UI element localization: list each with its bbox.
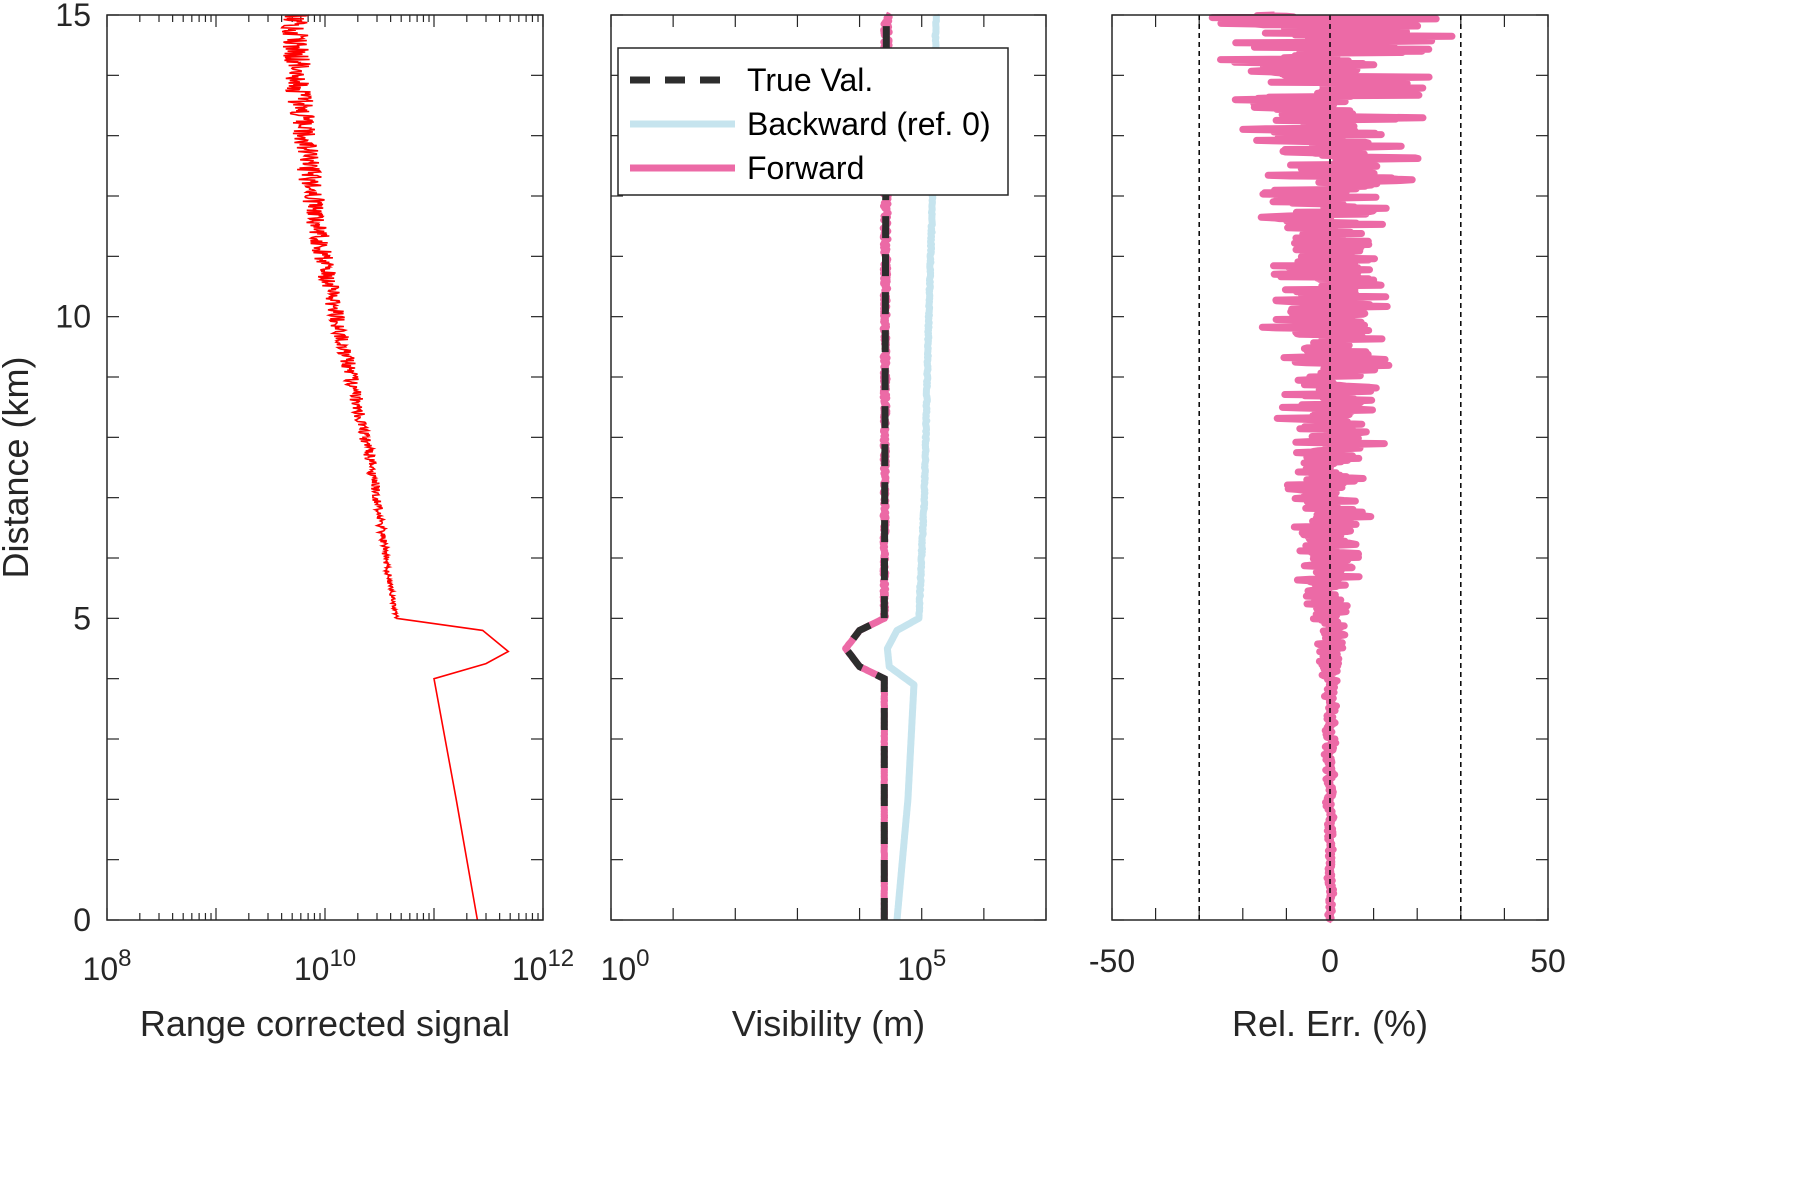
legend-label-true-val: True Val. bbox=[747, 62, 873, 98]
panel-range-corrected-signal: 108 1010 1012 0 5 10 15 Distance (km) Range corr… bbox=[0, 0, 574, 1044]
axes-frame bbox=[610, 14, 1047, 921]
panel-visibility: True Val. Backward (ref. 0) Forward 100 105 V… bbox=[601, 11, 1047, 1044]
x-tick-label: 1012 bbox=[512, 945, 574, 987]
x-tick-label: -50 bbox=[1089, 943, 1135, 979]
plot-area bbox=[107, 15, 543, 920]
y-tick-label: 15 bbox=[55, 0, 91, 33]
y-tick-label: 10 bbox=[55, 299, 91, 335]
x-tick-label: 1010 bbox=[294, 945, 356, 987]
x-axis-label: Range corrected signal bbox=[140, 1003, 510, 1044]
panel-relative-error: -50 0 50 Rel. Err. (%) bbox=[1089, 11, 1566, 1044]
y-axis-label: Distance (km) bbox=[0, 356, 36, 578]
x-tick-label: 50 bbox=[1530, 943, 1566, 979]
y-tick-label: 0 bbox=[73, 902, 91, 938]
x-tick-label: 108 bbox=[83, 945, 132, 987]
y-tick-label: 5 bbox=[73, 600, 91, 636]
x-tick-label: 100 bbox=[601, 945, 650, 987]
x-axis-label: Rel. Err. (%) bbox=[1232, 1003, 1428, 1044]
x-tick-label: 0 bbox=[1321, 943, 1339, 979]
legend-label-forward: Forward bbox=[747, 150, 864, 186]
x-axis-label: Visibility (m) bbox=[732, 1003, 925, 1044]
signal-line bbox=[280, 14, 510, 921]
axes-frame bbox=[1111, 14, 1549, 921]
legend: True Val. Backward (ref. 0) Forward bbox=[617, 47, 1009, 196]
x-tick-label: 105 bbox=[897, 945, 946, 987]
axes-frame bbox=[106, 14, 544, 921]
relative-error-line bbox=[1208, 11, 1456, 924]
legend-label-backward: Backward (ref. 0) bbox=[747, 106, 991, 142]
